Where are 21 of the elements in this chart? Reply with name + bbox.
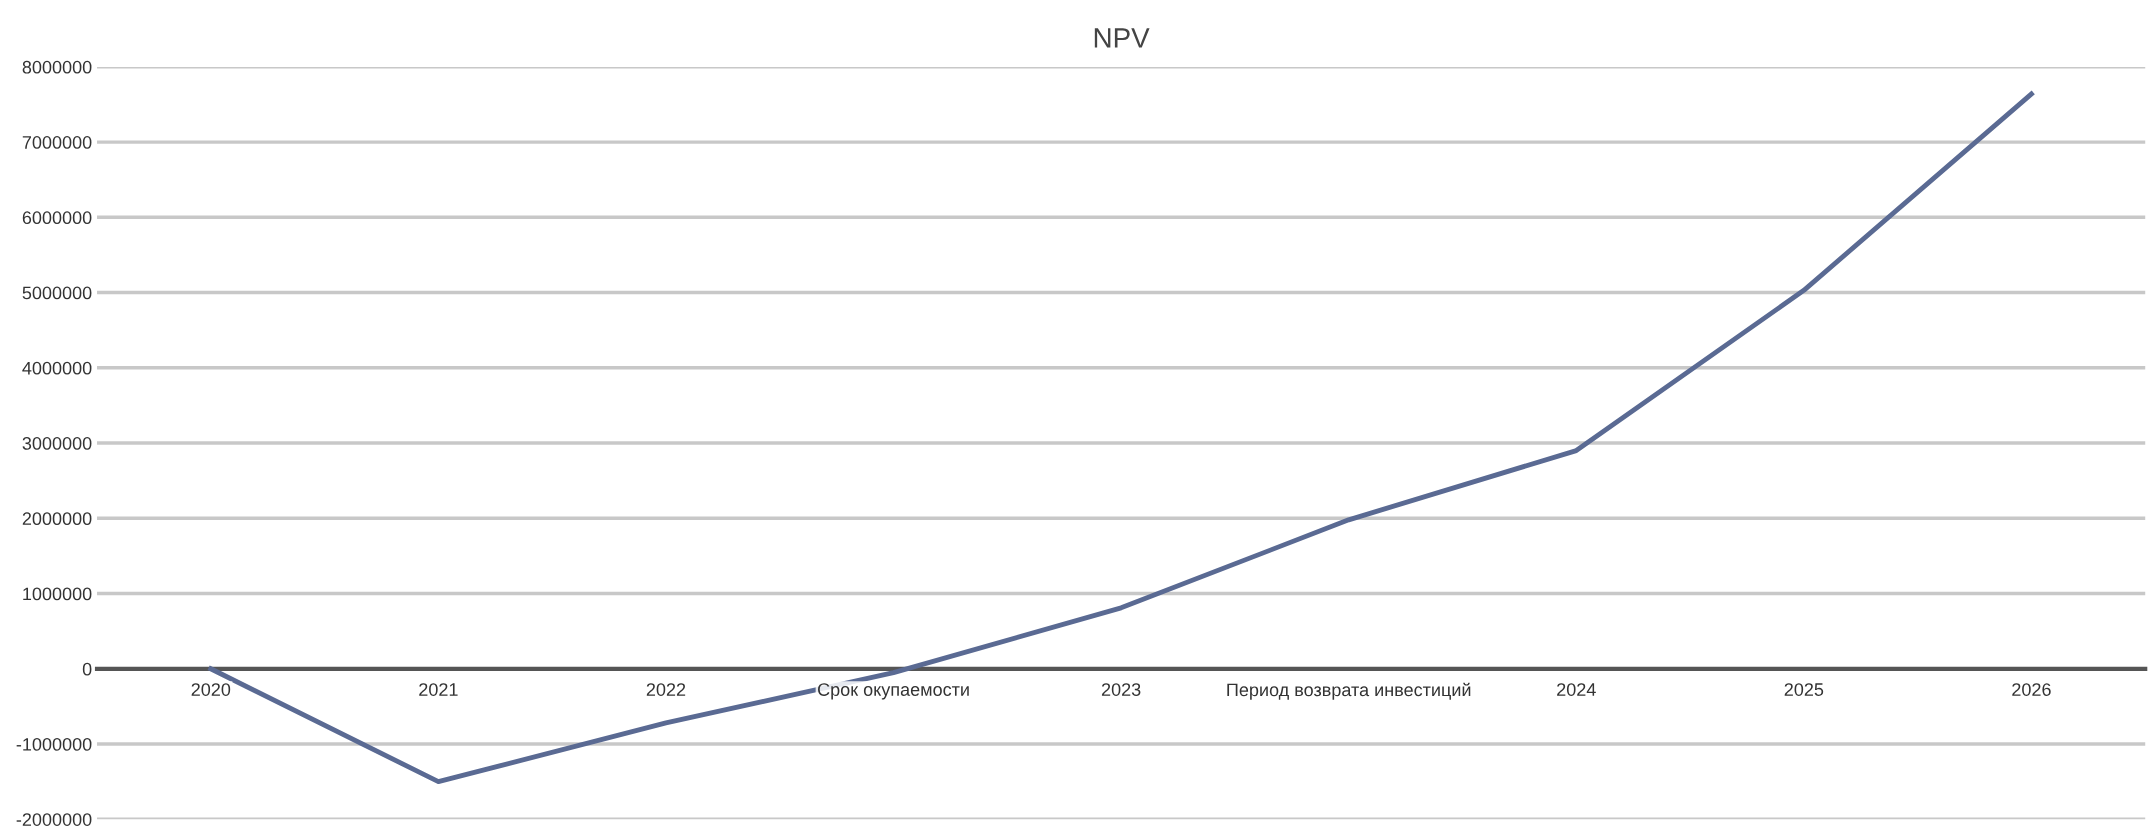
x-tick-label: 2026 <box>2012 683 2051 696</box>
x-tick-label: 2021 <box>419 683 458 696</box>
y-tick-label: -2000000 <box>16 813 92 826</box>
y-tick-label: 5000000 <box>22 286 92 300</box>
y-tick-label: 3000000 <box>22 437 92 450</box>
y-tick-label: 6000000 <box>22 211 92 225</box>
y-tick-label: 2000000 <box>22 512 92 526</box>
x-tick-label: 2020 <box>191 683 231 696</box>
y-tick-label: 1000000 <box>23 587 92 601</box>
y-tick-label: 0 <box>82 662 92 676</box>
x-tick-label: 2023 <box>1101 683 1141 696</box>
x-tick-label: Период возврата инвестиций <box>1227 682 1471 700</box>
y-tick-label: 4000000 <box>22 361 92 375</box>
x-tick-label: 2022 <box>646 683 686 696</box>
y-tick-label: 7000000 <box>22 136 92 149</box>
chart-title: NPV <box>1094 28 1150 48</box>
x-tick-label: 2025 <box>1784 683 1824 696</box>
x-tick-label: Срок окупаемости <box>818 683 969 700</box>
y-tick-label: -1000000 <box>16 737 92 751</box>
y-tick-label: 8000000 <box>22 60 92 74</box>
x-tick-label: 2024 <box>1557 683 1596 696</box>
